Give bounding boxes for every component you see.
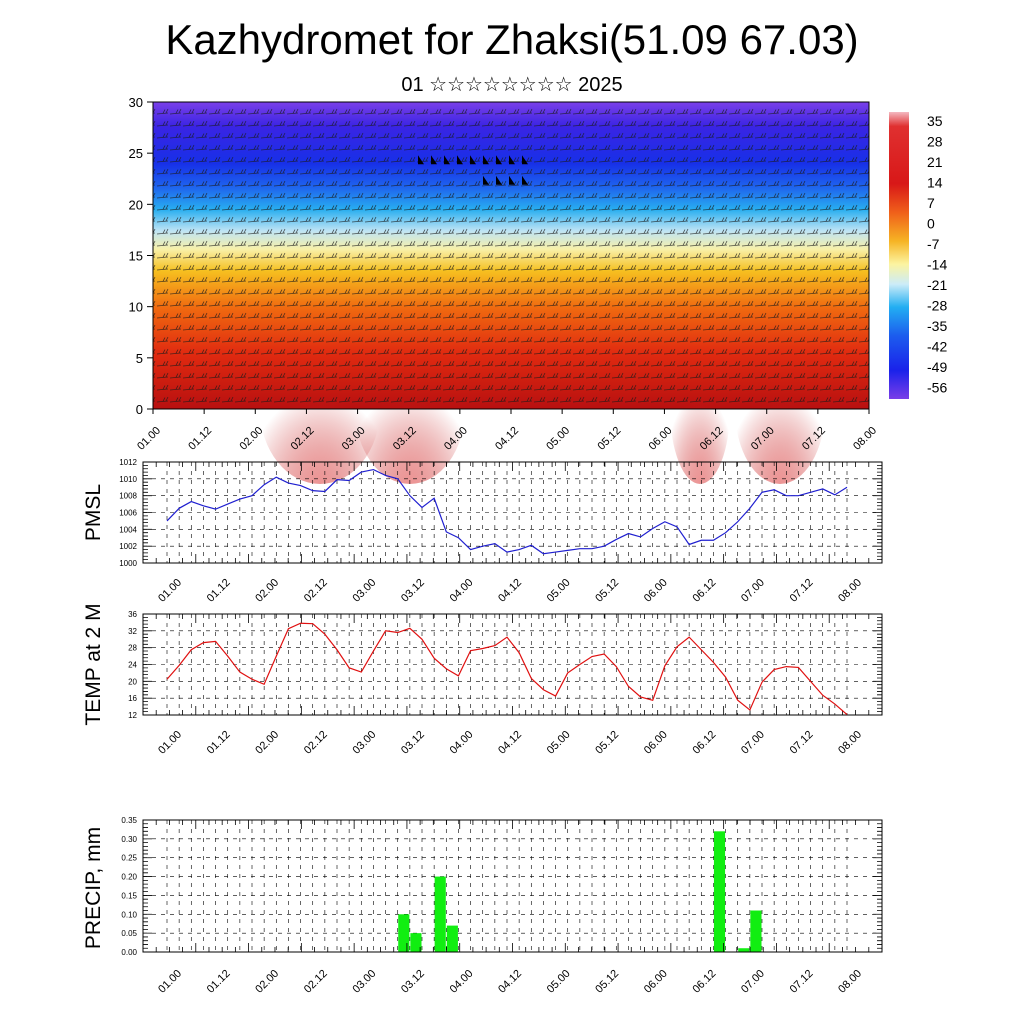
wind-flag: [470, 155, 476, 165]
colorbar-label: -28: [927, 297, 947, 313]
colorbar-label: -49: [927, 359, 947, 375]
wind-flag: [522, 155, 528, 165]
wind-flag: [496, 175, 502, 185]
page-subtitle: 01 ☆☆☆☆☆☆☆☆ 2025: [401, 74, 623, 96]
heat-tick-label: 04.12: [493, 425, 521, 453]
heat-tick-label: 02.00: [237, 425, 265, 453]
wind-flag: [483, 175, 489, 185]
colorbar-label: -7: [927, 236, 940, 252]
heat-tick-label: 01.00: [135, 425, 163, 453]
wind-flag: [418, 155, 424, 165]
heat-tick-label: 06.00: [647, 425, 675, 453]
heat-tick-label: 01.12: [186, 425, 214, 453]
colorbar-label: -56: [927, 379, 947, 395]
colorbar-label: 0: [927, 215, 935, 231]
colorbar-label: -21: [927, 277, 947, 293]
colorbar-label: 7: [927, 195, 935, 211]
wind-barbs: [153, 102, 869, 409]
wind-flag: [483, 155, 489, 165]
wind-flag: [457, 155, 463, 165]
heat-tick-label: 08.00: [851, 425, 879, 453]
colorbar-label: -35: [927, 318, 947, 334]
y-tick-label: 15: [129, 249, 143, 264]
y-tick-label: 10: [129, 300, 143, 315]
colorbar-label: 35: [927, 113, 943, 129]
wind-flag: [522, 175, 528, 185]
wind-flag: [509, 155, 515, 165]
colorbar-label: -42: [927, 338, 947, 354]
colorbar-label: 14: [927, 174, 943, 190]
colorbar: [889, 112, 909, 399]
heat-tick-label: 05.00: [544, 425, 572, 453]
wind-flag: [509, 175, 515, 185]
wind-flag: [444, 155, 450, 165]
wind-flag: [431, 155, 437, 165]
y-tick-label: 25: [129, 146, 143, 161]
colorbar-label: 21: [927, 154, 943, 170]
colorbar-label: 28: [927, 133, 943, 149]
page-title: Kazhydromet for Zhaksi(51.09 67.03): [165, 16, 859, 63]
y-tick-label: 5: [136, 351, 143, 366]
y-tick-label: 20: [129, 197, 143, 212]
y-tick-label: 30: [129, 95, 143, 110]
heat-tick-label: 05.12: [595, 425, 623, 453]
y-tick-label: 0: [136, 402, 143, 417]
colorbar-label: -14: [927, 256, 947, 272]
wind-flag: [496, 155, 502, 165]
